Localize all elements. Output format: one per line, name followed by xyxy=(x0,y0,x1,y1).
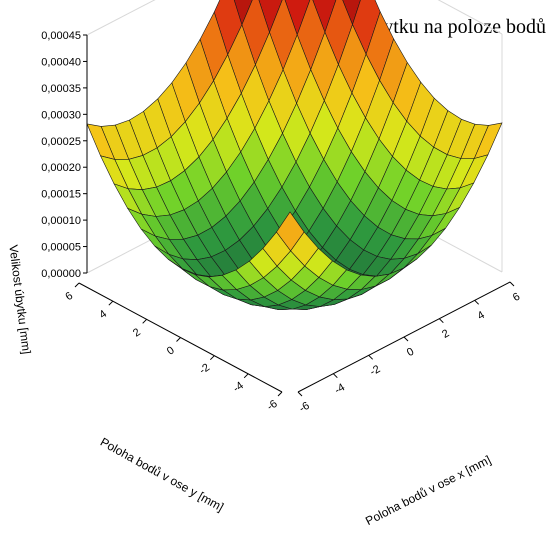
x-tick-mark xyxy=(368,354,374,360)
y-tick-mark xyxy=(142,318,148,324)
y-tick-label: -2 xyxy=(197,361,212,376)
y-tick-label: -4 xyxy=(231,380,246,395)
y-axis-label: Poloha bodů v ose y [mm] xyxy=(98,435,226,515)
x-tick-mark xyxy=(474,299,480,305)
y-tick-label: 6 xyxy=(63,290,75,303)
y-tick-label: 0 xyxy=(165,344,177,357)
y-tick-mark xyxy=(176,337,181,342)
y-tick-mark xyxy=(209,355,215,361)
z-tick-label: 0,00020 xyxy=(41,162,81,174)
x-tick-mark xyxy=(403,336,409,342)
y-tick-mark xyxy=(108,300,114,306)
z-tick-label: 0,00045 xyxy=(41,30,81,42)
z-tick-label: 0,00025 xyxy=(41,136,81,148)
y-tick-mark xyxy=(74,282,80,288)
z-tick-label: 0,00040 xyxy=(41,56,81,68)
axes: 0,00000 0,00005 0,00010 0,00015 0,00020 0,000… xyxy=(41,30,522,415)
x-tick-mark xyxy=(509,281,515,287)
y-tick-mark xyxy=(277,391,283,397)
x-tick-mark xyxy=(332,373,338,379)
x-axis-label: Poloha bodů v ose x [mm] xyxy=(363,453,493,528)
y-tick-label: 2 xyxy=(131,326,143,339)
x-tick-label: 6 xyxy=(511,291,522,304)
x-tick-label: -4 xyxy=(333,381,347,396)
x-tick-label: 2 xyxy=(440,327,451,340)
z-tick-label: 0,00005 xyxy=(41,242,81,254)
x-tick-mark xyxy=(438,318,444,324)
z-tick-label: 0,00030 xyxy=(41,109,81,121)
x-tick-mark xyxy=(297,391,303,397)
z-tick-label: 0,00010 xyxy=(41,215,81,227)
z-tick-label: 0,00035 xyxy=(41,83,81,95)
frame-edge xyxy=(437,0,503,35)
y-tick-label: -6 xyxy=(265,398,280,413)
x-tick-label: -2 xyxy=(368,363,382,378)
surface-mesh xyxy=(86,0,503,311)
frame-edge xyxy=(86,0,156,36)
z-axis-label: Velikost úbytku [mm] xyxy=(6,244,33,355)
z-tick-label: 0,00000 xyxy=(41,268,81,280)
z-tick-label: 0,00015 xyxy=(41,189,81,201)
surface-face xyxy=(276,211,305,252)
x-tick-label: 4 xyxy=(476,309,487,322)
y-tick-mark xyxy=(243,373,249,379)
y-tick-label: 4 xyxy=(97,308,109,321)
x-tick-label: -6 xyxy=(297,400,311,415)
x-tick-label: 0 xyxy=(405,346,416,359)
